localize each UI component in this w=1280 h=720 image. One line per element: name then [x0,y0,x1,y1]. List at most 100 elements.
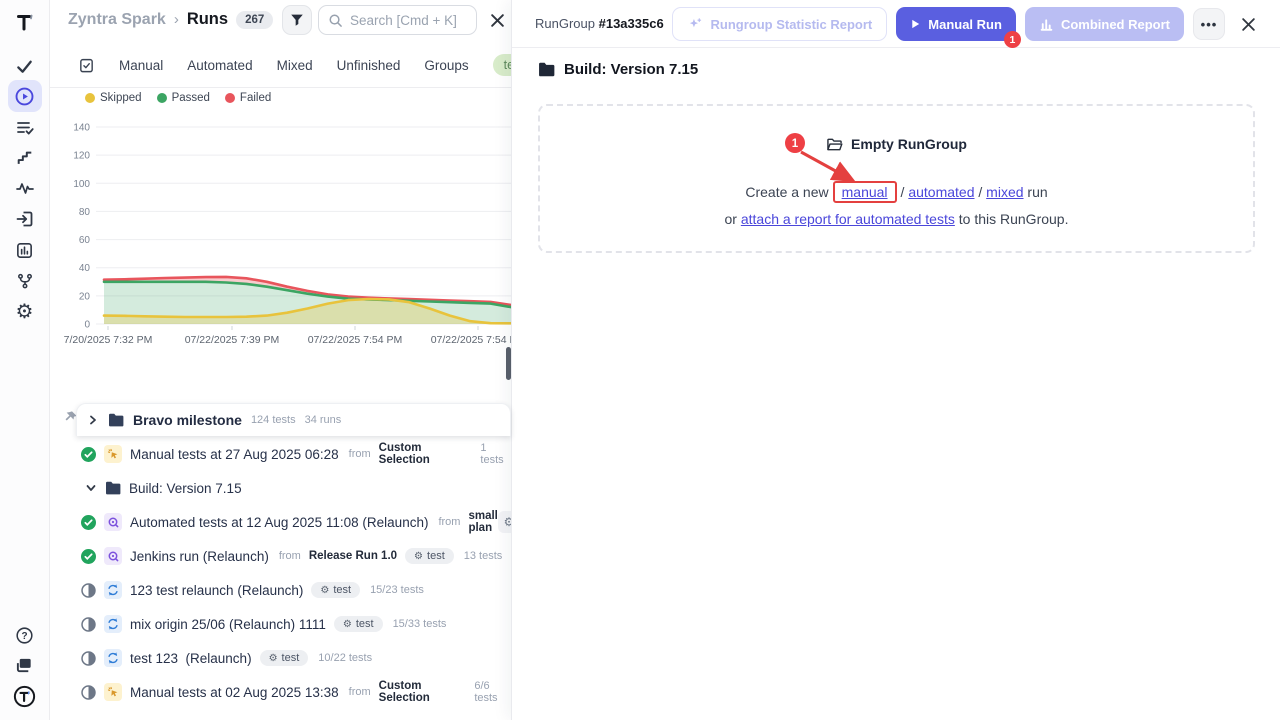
tab-unfinished[interactable]: Unfinished [336,57,401,73]
funnel-icon [291,14,303,26]
build-title: Build: Version 7.15 [564,61,699,78]
brand-logo-icon [13,685,36,707]
run-title: Manual tests at 27 Aug 2025 06:28 [130,446,339,462]
sidebar-item-pulse[interactable] [8,173,42,203]
left-panel-scrollbar[interactable] [506,347,511,380]
sidebar-item-tests[interactable] [8,51,42,81]
more-options-button[interactable]: ••• [1193,8,1225,40]
sidebar-item-brand[interactable] [8,681,42,711]
import-icon [16,211,32,227]
run-row[interactable]: Automated tests at 12 Aug 2025 11:08 (Re… [76,505,520,539]
from-label: from [438,516,461,528]
combined-report-button[interactable]: Combined Report [1024,7,1184,41]
pin-icon[interactable] [63,410,78,430]
sidebar-item-import[interactable] [8,204,42,234]
play-icon [910,18,921,30]
legend-passed[interactable]: Passed [156,92,210,104]
milestone-group-row[interactable]: Bravo milestone 124 tests 34 runs [76,403,511,436]
sidebar-item-reports[interactable] [8,235,42,265]
create-manual-run-link[interactable]: manual [841,184,888,200]
filter-button[interactable] [282,5,312,35]
sidebar-item-plans[interactable] [8,113,42,143]
svg-text:60: 60 [79,235,91,246]
status-progress-icon [81,650,96,666]
from-label: from [278,550,301,562]
app-logo-icon[interactable] [8,8,42,38]
svg-text:7/20/2025 7:32 PM: 7/20/2025 7:32 PM [64,334,153,346]
from-source: small plan [468,510,498,534]
sidebar-item-runs[interactable] [7,80,42,112]
chevron-down-icon[interactable] [85,482,97,494]
sparkle-icon [687,16,703,32]
run-tests-count: 1 tests [480,442,504,466]
run-title: Automated tests at 12 Aug 2025 11:08 (Re… [130,514,429,530]
rungroup-title: RunGroup #13a335c6 [535,16,664,31]
run-row[interactable]: 123 test relaunch (Relaunch) ⚙ test 15/23 t… [76,573,511,607]
open-folder-icon [826,137,843,152]
runs-panel: Zyntra Spark › Runs 267 Manual Automated M… [50,0,565,720]
svg-text:07/22/2025 7:39 PM: 07/22/2025 7:39 PM [185,334,280,346]
svg-text:07/22/2025 7:54 PM: 07/22/2025 7:54 PM [431,334,511,346]
run-title: mix origin 25/06 (Relaunch) 1111 [130,616,326,632]
search-input[interactable] [350,12,460,28]
help-icon: ? [16,626,33,644]
folder-icon [105,481,121,495]
chevron-right-icon[interactable] [87,414,99,426]
run-type-mixed-icon [104,581,122,599]
legend-skipped[interactable]: Skipped [85,92,142,104]
tab-automated[interactable]: Automated [187,57,253,73]
search-box[interactable] [318,5,477,35]
run-type-manual-icon [104,683,122,701]
gear-icon: ⚙ [268,652,278,664]
bar-chart-box-icon [17,242,32,258]
create-automated-run-link[interactable]: automated [908,184,975,200]
svg-text:100: 100 [73,179,90,190]
from-source: Custom Selection [378,680,430,704]
runs-trend-chart: 0 20 40 60 80 100 120 140 7/20/2025 7:32 PM 07/22… [64,123,511,346]
tab-manual[interactable]: Manual [119,57,164,73]
status-passed-icon [81,446,96,462]
folder-icon [108,413,124,427]
legend-failed[interactable]: Failed [224,92,271,104]
annotation-highlight-box: manual [832,181,897,203]
run-row[interactable]: mix origin 25/06 (Relaunch) 1111 ⚙ test 15/… [76,607,511,641]
sidebar-item-branches[interactable] [8,266,42,296]
sidebar-item-milestones[interactable] [8,143,42,173]
panel-close-icon[interactable] [490,13,505,33]
run-row[interactable]: Manual tests at 02 Aug 2025 13:38 from Cus… [76,675,511,709]
attach-report-link[interactable]: attach a report for automated tests [740,211,955,227]
statistic-report-button[interactable]: Rungroup Statistic Report [672,7,888,41]
play-circle-icon [15,87,34,105]
create-mixed-run-link[interactable]: mixed [986,184,1024,200]
legend-dot [85,93,95,103]
gear-icon: ⚙ [414,550,424,562]
breadcrumb-section[interactable]: Runs [186,10,229,28]
breadcrumb-project[interactable]: Zyntra Spark [68,10,166,28]
manual-run-badge: 1 [1003,31,1021,48]
runs-header: Zyntra Spark › Runs 267 [50,0,511,42]
gear-icon: ⚙ [15,301,34,323]
folder-row[interactable]: Build: Version 7.15 [76,471,511,505]
detail-close-icon[interactable] [1241,17,1256,32]
run-type-automated-icon [104,547,122,565]
run-row[interactable]: Manual tests at 27 Aug 2025 06:28 from Cus… [76,437,511,471]
run-row[interactable]: test 123 (Relaunch) ⚙ test 10/22 tests [76,641,511,675]
runs-board-icon[interactable] [78,57,95,74]
rungroup-detail-panel: RunGroup #13a335c6 Rungroup Statistic Re… [511,0,1280,720]
sidebar-item-docs[interactable] [8,650,42,680]
manual-run-button[interactable]: Manual Run 1 [896,7,1021,48]
rungroup-actions: Rungroup Statistic Report Manual Run 1 C… [672,7,1256,48]
tab-groups[interactable]: Groups [424,57,469,73]
test-tag-pill: ⚙ test [405,548,454,564]
sidebar-item-settings[interactable]: ⚙ [8,297,42,327]
run-type-mixed-icon [104,649,122,667]
rungroup-id: #13a335c6 [598,16,664,31]
sidebar-item-help[interactable]: ? [8,620,42,650]
run-title: Manual tests at 02 Aug 2025 13:38 [130,684,339,700]
svg-text:0: 0 [84,320,90,331]
tab-mixed[interactable]: Mixed [276,57,313,73]
run-title: Jenkins run (Relaunch) [130,548,269,564]
run-row[interactable]: Jenkins run (Relaunch) from Release Run 1.… [76,539,511,573]
run-type-automated-icon [104,513,122,531]
svg-text:07/22/2025 7:54 PM: 07/22/2025 7:54 PM [308,334,403,346]
